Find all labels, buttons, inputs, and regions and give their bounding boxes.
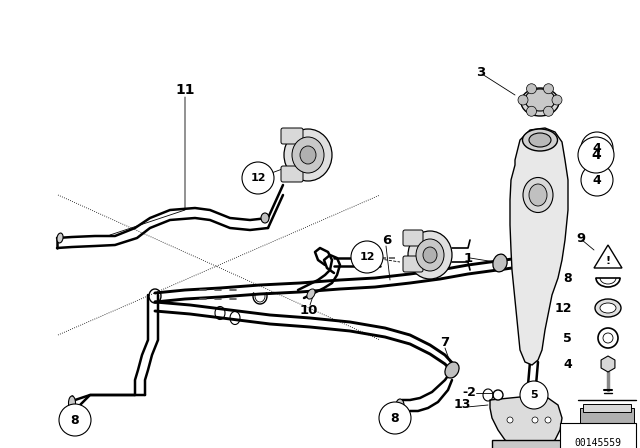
Ellipse shape	[529, 184, 547, 206]
Circle shape	[581, 164, 613, 196]
Text: 12: 12	[359, 252, 375, 262]
Ellipse shape	[598, 328, 618, 348]
Text: 6: 6	[382, 233, 391, 246]
Circle shape	[552, 95, 562, 105]
FancyBboxPatch shape	[281, 128, 303, 144]
FancyBboxPatch shape	[403, 230, 423, 246]
Circle shape	[581, 132, 613, 164]
Ellipse shape	[284, 129, 332, 181]
Ellipse shape	[529, 133, 551, 147]
Circle shape	[518, 95, 528, 105]
Ellipse shape	[423, 247, 437, 263]
Ellipse shape	[595, 299, 621, 317]
Circle shape	[532, 417, 538, 423]
Ellipse shape	[57, 233, 63, 243]
Text: 11: 11	[175, 83, 195, 97]
Circle shape	[242, 162, 274, 194]
Ellipse shape	[408, 231, 452, 279]
Circle shape	[520, 381, 548, 409]
Text: 4: 4	[593, 142, 602, 155]
Text: 7: 7	[440, 336, 449, 349]
Ellipse shape	[521, 88, 559, 116]
Text: 3: 3	[476, 66, 485, 79]
Text: !: !	[605, 256, 611, 266]
FancyBboxPatch shape	[403, 256, 423, 272]
Polygon shape	[510, 128, 568, 365]
Circle shape	[379, 402, 411, 434]
Ellipse shape	[300, 146, 316, 164]
Text: 12: 12	[554, 302, 572, 314]
Circle shape	[543, 84, 554, 94]
FancyBboxPatch shape	[583, 404, 631, 412]
Text: 12: 12	[250, 173, 266, 183]
Ellipse shape	[261, 213, 269, 223]
Ellipse shape	[292, 137, 324, 173]
Text: 8: 8	[70, 414, 79, 426]
Ellipse shape	[525, 89, 555, 111]
Polygon shape	[594, 245, 622, 268]
Text: 5: 5	[530, 390, 538, 400]
Polygon shape	[490, 396, 562, 447]
Circle shape	[527, 106, 536, 116]
Text: 00145559: 00145559	[575, 438, 621, 448]
Text: 4: 4	[593, 173, 602, 186]
Text: 4: 4	[591, 148, 601, 162]
Ellipse shape	[493, 254, 507, 272]
Circle shape	[543, 106, 554, 116]
Ellipse shape	[307, 289, 315, 299]
Circle shape	[578, 137, 614, 173]
Ellipse shape	[68, 396, 76, 410]
Text: 13: 13	[454, 399, 472, 412]
Text: -2: -2	[462, 387, 476, 400]
FancyBboxPatch shape	[580, 408, 634, 424]
Circle shape	[545, 417, 551, 423]
Text: 8: 8	[390, 412, 399, 425]
Circle shape	[59, 404, 91, 436]
Ellipse shape	[603, 333, 613, 343]
Circle shape	[527, 84, 536, 94]
Text: 4: 4	[563, 358, 572, 370]
Text: 8: 8	[563, 271, 572, 284]
Circle shape	[493, 390, 503, 400]
Circle shape	[507, 417, 513, 423]
Ellipse shape	[396, 399, 404, 411]
Ellipse shape	[600, 303, 616, 313]
Ellipse shape	[416, 239, 444, 271]
Ellipse shape	[523, 177, 553, 212]
FancyBboxPatch shape	[492, 440, 564, 448]
FancyBboxPatch shape	[281, 166, 303, 182]
Ellipse shape	[522, 129, 557, 151]
Text: 9: 9	[576, 232, 585, 245]
Circle shape	[351, 241, 383, 273]
Text: 10: 10	[300, 303, 318, 316]
Ellipse shape	[445, 362, 459, 378]
Text: 1: 1	[464, 251, 473, 264]
Text: 5: 5	[563, 332, 572, 345]
